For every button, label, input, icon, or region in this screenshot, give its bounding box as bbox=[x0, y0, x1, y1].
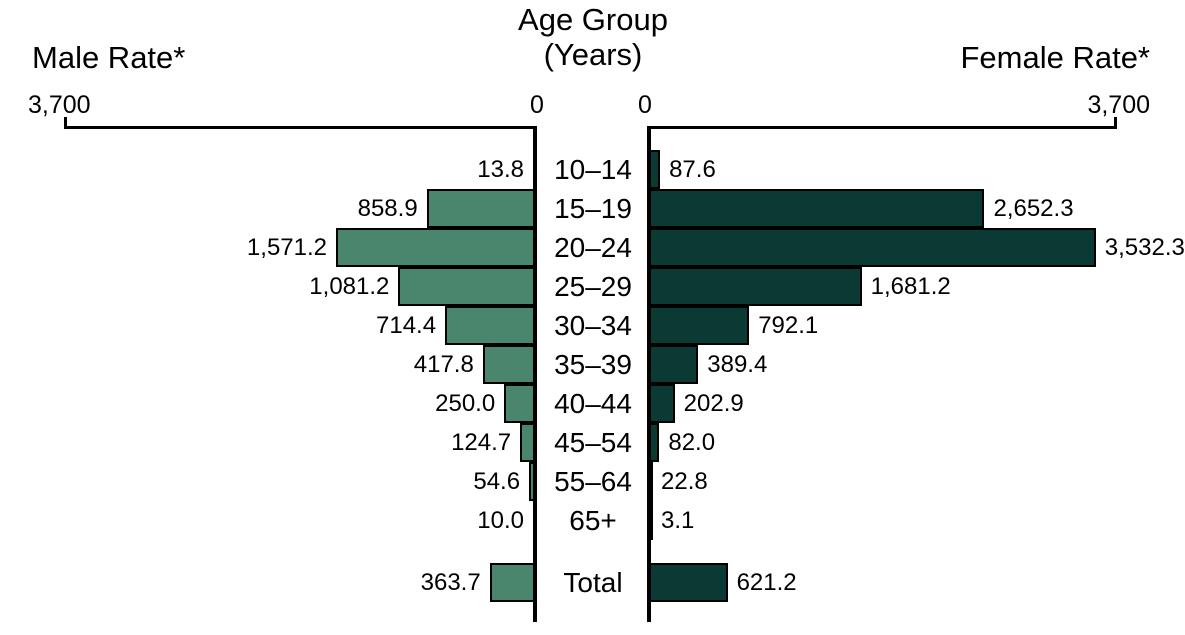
female-bar bbox=[649, 345, 699, 384]
female-value-label: 82.0 bbox=[668, 429, 716, 456]
male-value-label: 363.7 bbox=[420, 569, 481, 596]
male-value-label: 417.8 bbox=[413, 351, 474, 378]
age-group-label: 10–14 bbox=[554, 154, 632, 185]
age-group-label: 20–24 bbox=[554, 232, 632, 263]
male-value-label: 714.4 bbox=[376, 312, 437, 339]
male-axis-line bbox=[65, 126, 536, 129]
female-value-label: 621.2 bbox=[736, 569, 797, 596]
male-value-label: 250.0 bbox=[435, 390, 496, 417]
age-group-label: 15–19 bbox=[554, 193, 632, 224]
male-value-label: 124.7 bbox=[451, 429, 512, 456]
female-axis-line bbox=[649, 126, 1117, 129]
age-group-label: 45–54 bbox=[554, 427, 632, 458]
age-group-label: 25–29 bbox=[554, 271, 632, 302]
male-value-label: 54.6 bbox=[473, 468, 521, 495]
male-bar bbox=[489, 563, 536, 602]
chart-title-line1: Age Group bbox=[518, 2, 668, 37]
age-group-label: 35–39 bbox=[554, 349, 632, 380]
female-bar bbox=[649, 563, 728, 602]
male-value-label: 858.9 bbox=[357, 195, 418, 222]
male-value-label: 10.0 bbox=[477, 507, 524, 534]
male-axis-zero-tick-label: 0 bbox=[530, 91, 544, 119]
age-group-label: 40–44 bbox=[554, 388, 632, 419]
female-bar bbox=[649, 384, 675, 423]
male-bar bbox=[482, 345, 536, 384]
male-axis-max-tick-label: 3,700 bbox=[28, 91, 91, 119]
female-bar bbox=[649, 228, 1096, 267]
male-bar bbox=[445, 306, 536, 345]
age-group-label: 30–34 bbox=[554, 310, 632, 341]
female-axis-max-tick-label: 3,700 bbox=[1087, 91, 1150, 119]
female-value-label: 3.1 bbox=[661, 507, 695, 534]
female-axis-title: Female Rate* bbox=[960, 40, 1150, 75]
chart-title: Age Group (Years) bbox=[443, 2, 743, 72]
male-bar bbox=[426, 189, 536, 228]
female-value-label: 22.8 bbox=[661, 468, 708, 495]
female-value-label: 3,532.3 bbox=[1104, 234, 1185, 261]
female-value-label: 1,681.2 bbox=[870, 273, 951, 300]
female-axis-zero-tick-label: 0 bbox=[638, 91, 652, 119]
male-bar bbox=[398, 267, 536, 306]
age-group-label: 55–64 bbox=[554, 466, 632, 497]
female-zero-baseline bbox=[647, 126, 651, 622]
male-bar bbox=[504, 384, 536, 423]
female-bar bbox=[649, 189, 985, 228]
male-value-label: 1,081.2 bbox=[309, 273, 390, 300]
female-value-label: 202.9 bbox=[683, 390, 744, 417]
male-value-label: 1,571.2 bbox=[246, 234, 327, 261]
male-zero-baseline bbox=[533, 126, 537, 622]
male-value-label: 13.8 bbox=[477, 156, 524, 183]
female-bar bbox=[649, 306, 750, 345]
male-axis-title: Male Rate* bbox=[32, 40, 186, 75]
female-value-label: 2,652.3 bbox=[993, 195, 1074, 222]
chart-title-line2: (Years) bbox=[543, 37, 643, 72]
male-axis-end-tick bbox=[64, 117, 67, 129]
female-axis-end-tick bbox=[1114, 117, 1117, 129]
female-value-label: 87.6 bbox=[669, 156, 716, 183]
female-value-label: 792.1 bbox=[758, 312, 819, 339]
age-group-label: Total bbox=[563, 567, 623, 598]
female-bar bbox=[649, 267, 862, 306]
male-bar bbox=[335, 228, 536, 267]
female-value-label: 389.4 bbox=[707, 351, 768, 378]
age-group-label: 65+ bbox=[569, 505, 617, 536]
